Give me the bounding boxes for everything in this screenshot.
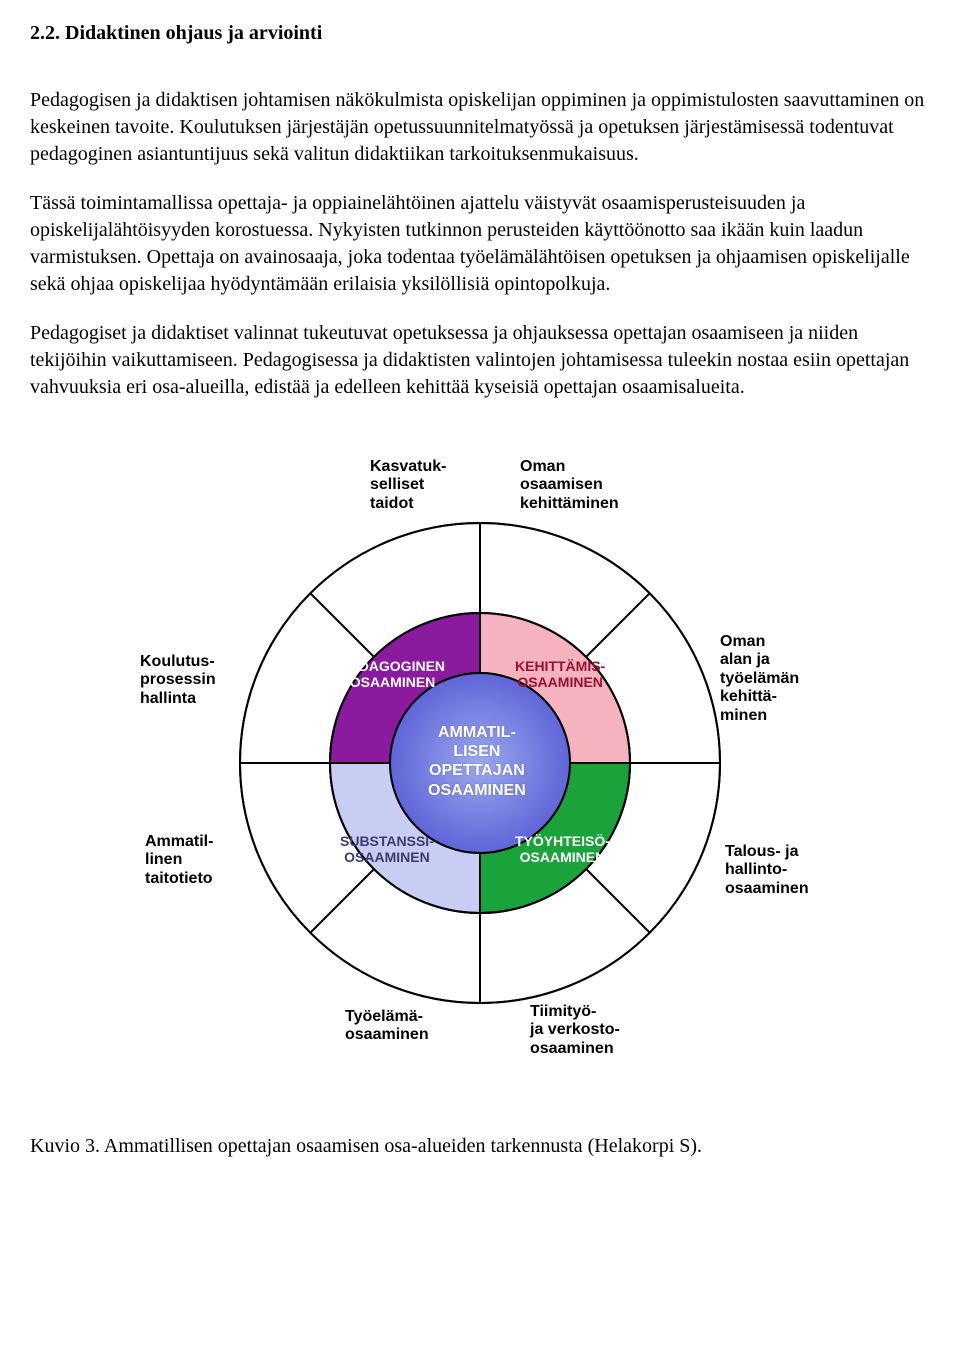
inner-label: TYÖYHTEISÖ- OSAAMINEN (515, 833, 610, 865)
center-label: AMMATIL- LISEN OPETTAJAN OSAAMINEN (428, 723, 526, 800)
body-paragraph: Tässä toimintamallissa opettaja- ja oppi… (30, 190, 930, 298)
inner-label: SUBSTANSSI- OSAAMINEN (340, 833, 434, 865)
competence-diagram: Kasvatuk- selliset taidot Koulutus- pros… (130, 423, 830, 1103)
outer-label: Koulutus- prosessin hallinta (140, 653, 216, 708)
outer-label: Oman alan ja työelämän kehittä- minen (720, 633, 799, 725)
body-paragraph: Pedagogiset ja didaktiset valinnat tukeu… (30, 320, 930, 401)
outer-label: Tiimityö- ja verkosto- osaaminen (530, 1003, 620, 1058)
section-heading: 2.2. Didaktinen ohjaus ja arviointi (30, 20, 930, 47)
outer-label: Ammatil- linen taitotieto (145, 833, 213, 888)
outer-label: Kasvatuk- selliset taidot (370, 458, 446, 513)
inner-label: KEHITTÄMIS- OSAAMINEN (515, 658, 605, 690)
figure-caption: Kuvio 3. Ammatillisen opettajan osaamise… (30, 1133, 930, 1160)
outer-label: Työelämä- osaaminen (345, 1008, 429, 1045)
outer-label: Oman osaamisen kehittäminen (520, 458, 619, 513)
outer-label: Talous- ja hallinto- osaaminen (725, 843, 809, 898)
inner-label: PEDAGOGINEN OSAAMINEN (340, 658, 445, 690)
body-paragraph: Pedagogisen ja didaktisen johtamisen näk… (30, 87, 930, 168)
